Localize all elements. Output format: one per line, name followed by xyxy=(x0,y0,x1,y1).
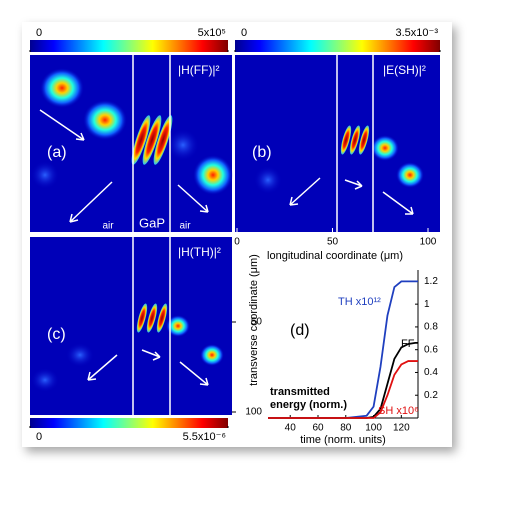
y-tick-label: 0.8 xyxy=(424,322,438,333)
y-tick-label: 50 xyxy=(251,317,263,328)
panel-title: |H(FF)|² xyxy=(178,63,220,77)
annotation: transmitted xyxy=(270,386,330,398)
y-axis-title: transverse coordinate (μm) xyxy=(248,254,260,386)
x-tick-label: 100 xyxy=(420,237,437,248)
heatmap-a xyxy=(30,55,233,232)
x-tick-label: 0 xyxy=(234,237,240,248)
colorbar xyxy=(30,40,228,52)
heatmap-b xyxy=(235,55,440,232)
series-label: TH x10¹² xyxy=(338,296,381,308)
region-label: GaP xyxy=(139,215,165,230)
series-label: FF xyxy=(401,338,415,350)
x-tick-label: 100 xyxy=(365,423,382,434)
y-tick-label: 100 xyxy=(245,407,262,418)
x-tick-label: 80 xyxy=(340,423,352,434)
y-tick-label: 1 xyxy=(424,299,430,310)
y-tick-label: 0.2 xyxy=(424,390,438,401)
y-tick-label: 0.4 xyxy=(424,367,438,378)
annotation: energy (norm.) xyxy=(270,399,347,411)
colorbar xyxy=(30,418,228,428)
region-label: air xyxy=(102,221,114,232)
panel-title: |E(SH)|² xyxy=(383,63,426,77)
panel-title: |H(TH)|² xyxy=(178,245,221,259)
panel-label: (b) xyxy=(252,144,272,161)
panel-label: (c) xyxy=(47,326,66,343)
colorbar-label: 0 xyxy=(36,27,42,39)
colorbar xyxy=(235,40,440,52)
x-tick-label: 40 xyxy=(285,423,297,434)
y-tick-label: 1.2 xyxy=(424,276,438,287)
colorbar-label: 5.5x10⁻⁶ xyxy=(183,431,226,443)
x-tick-label: 60 xyxy=(312,423,324,434)
colorbar-label: 0 xyxy=(36,431,42,443)
series-label: SH x10⁶ xyxy=(378,405,419,417)
x-axis-title: longitudinal coordinate (μm) xyxy=(267,250,403,262)
panel-label: (d) xyxy=(290,322,310,339)
colorbar-label: 5x10⁵ xyxy=(198,27,226,39)
series-line xyxy=(268,360,418,419)
y-tick-label: 0.6 xyxy=(424,344,438,355)
x-axis-title: time (norm. units) xyxy=(300,434,386,446)
colorbar-label: 0 xyxy=(241,27,247,39)
region-label: air xyxy=(179,221,191,232)
x-tick-label: 50 xyxy=(327,237,339,248)
panel-label: (a) xyxy=(47,144,67,161)
colorbar-label: 3.5x10⁻³ xyxy=(396,27,439,39)
heatmap-c xyxy=(30,237,232,415)
x-tick-label: 120 xyxy=(393,423,410,434)
